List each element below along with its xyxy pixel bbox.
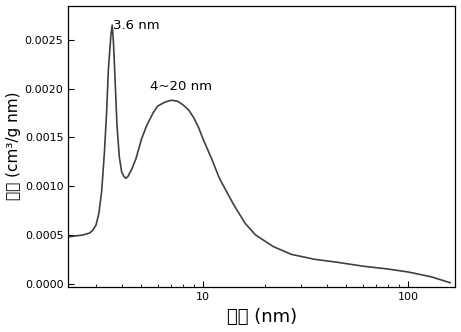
X-axis label: 孔径 (nm): 孔径 (nm) — [227, 308, 297, 326]
Text: 3.6 nm: 3.6 nm — [113, 19, 160, 32]
Text: 4~20 nm: 4~20 nm — [150, 80, 212, 93]
Y-axis label: 孔容 (cm³/g nm): 孔容 (cm³/g nm) — [6, 92, 21, 200]
